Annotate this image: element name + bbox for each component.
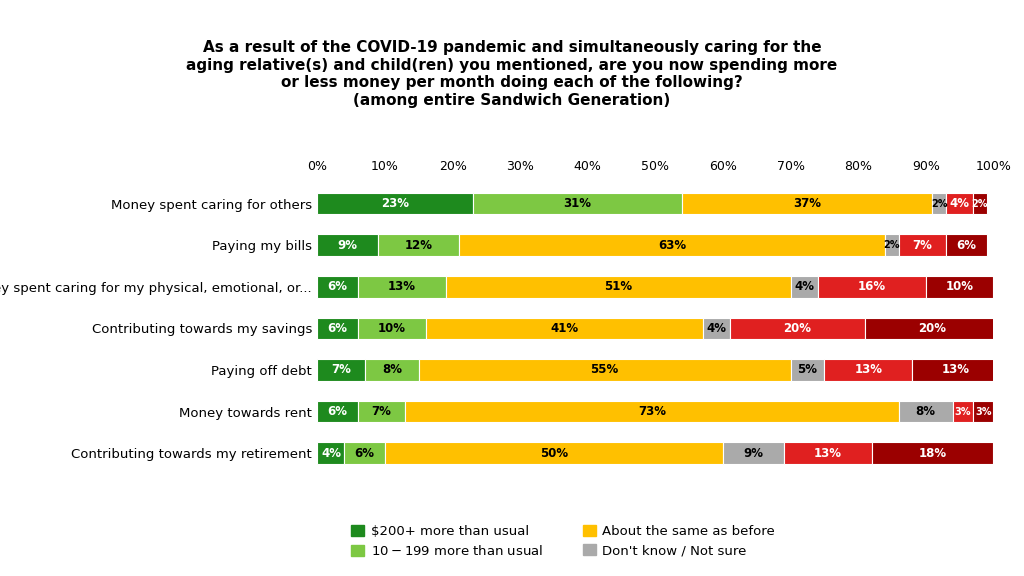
Bar bbox=[317, 234, 378, 256]
Text: 23%: 23% bbox=[381, 197, 410, 210]
Bar bbox=[912, 359, 1000, 381]
Bar bbox=[460, 234, 885, 256]
Text: 13%: 13% bbox=[814, 446, 842, 460]
Bar bbox=[783, 442, 871, 464]
Text: 4%: 4% bbox=[321, 446, 341, 460]
Text: 7%: 7% bbox=[372, 405, 391, 418]
Bar bbox=[791, 359, 824, 381]
Text: As a result of the COVID-19 pandemic and simultaneously caring for the
aging rel: As a result of the COVID-19 pandemic and… bbox=[186, 40, 838, 108]
Text: 31%: 31% bbox=[563, 197, 592, 210]
Text: 55%: 55% bbox=[591, 363, 618, 377]
Bar bbox=[791, 276, 817, 298]
Bar bbox=[946, 234, 986, 256]
Text: 2%: 2% bbox=[931, 199, 947, 209]
Bar bbox=[865, 317, 1000, 339]
Bar bbox=[406, 401, 899, 422]
Bar bbox=[730, 317, 865, 339]
Bar bbox=[344, 442, 385, 464]
Text: 6%: 6% bbox=[328, 322, 348, 335]
Text: 9%: 9% bbox=[338, 238, 357, 252]
Bar bbox=[817, 276, 926, 298]
Text: 8%: 8% bbox=[382, 363, 401, 377]
Text: 3%: 3% bbox=[975, 407, 991, 416]
Text: 51%: 51% bbox=[604, 280, 632, 293]
Text: 41%: 41% bbox=[550, 322, 579, 335]
Bar bbox=[702, 317, 730, 339]
Text: 4%: 4% bbox=[794, 280, 814, 293]
Text: 37%: 37% bbox=[794, 197, 821, 210]
Text: 50%: 50% bbox=[540, 446, 568, 460]
Bar bbox=[317, 401, 358, 422]
Text: 20%: 20% bbox=[783, 322, 811, 335]
Bar bbox=[317, 276, 358, 298]
Text: 6%: 6% bbox=[328, 405, 348, 418]
Bar bbox=[682, 193, 933, 214]
Bar bbox=[899, 401, 952, 422]
Legend: $200+ more than usual, $10 - $199 more than usual, About the same as before, Don: $200+ more than usual, $10 - $199 more t… bbox=[346, 520, 780, 564]
Bar bbox=[317, 317, 358, 339]
Bar bbox=[885, 234, 899, 256]
Text: 9%: 9% bbox=[743, 446, 763, 460]
Bar bbox=[946, 193, 973, 214]
Bar bbox=[426, 317, 702, 339]
Text: 2%: 2% bbox=[884, 240, 900, 250]
Bar bbox=[973, 193, 986, 214]
Bar bbox=[926, 276, 993, 298]
Text: 6%: 6% bbox=[354, 446, 375, 460]
Bar bbox=[445, 276, 791, 298]
Bar bbox=[933, 193, 946, 214]
Bar bbox=[378, 234, 460, 256]
Text: 10%: 10% bbox=[945, 280, 974, 293]
Bar bbox=[723, 442, 783, 464]
Bar bbox=[899, 234, 946, 256]
Text: 3%: 3% bbox=[954, 407, 971, 416]
Text: 4%: 4% bbox=[707, 322, 726, 335]
Text: 63%: 63% bbox=[658, 238, 686, 252]
Text: 7%: 7% bbox=[912, 238, 932, 252]
Text: 16%: 16% bbox=[857, 280, 886, 293]
Text: 13%: 13% bbox=[942, 363, 970, 377]
Bar bbox=[365, 359, 419, 381]
Text: 6%: 6% bbox=[328, 280, 348, 293]
Text: 12%: 12% bbox=[404, 238, 433, 252]
Text: 2%: 2% bbox=[972, 199, 988, 209]
Bar bbox=[317, 442, 344, 464]
Text: 5%: 5% bbox=[798, 363, 817, 377]
Bar bbox=[952, 401, 973, 422]
Bar bbox=[824, 359, 912, 381]
Bar bbox=[317, 359, 365, 381]
Bar bbox=[358, 317, 426, 339]
Text: 13%: 13% bbox=[854, 363, 883, 377]
Text: 18%: 18% bbox=[919, 446, 946, 460]
Text: 13%: 13% bbox=[388, 280, 416, 293]
Bar bbox=[973, 401, 993, 422]
Bar bbox=[473, 193, 682, 214]
Bar bbox=[385, 442, 723, 464]
Bar bbox=[317, 193, 473, 214]
Bar bbox=[358, 276, 445, 298]
Text: 7%: 7% bbox=[331, 363, 351, 377]
Bar bbox=[419, 359, 791, 381]
Text: 6%: 6% bbox=[956, 238, 976, 252]
Text: 8%: 8% bbox=[915, 405, 936, 418]
Text: 4%: 4% bbox=[949, 197, 970, 210]
Text: 10%: 10% bbox=[378, 322, 406, 335]
Bar bbox=[358, 401, 406, 422]
Text: 73%: 73% bbox=[638, 405, 666, 418]
Text: 20%: 20% bbox=[919, 322, 946, 335]
Bar bbox=[871, 442, 993, 464]
